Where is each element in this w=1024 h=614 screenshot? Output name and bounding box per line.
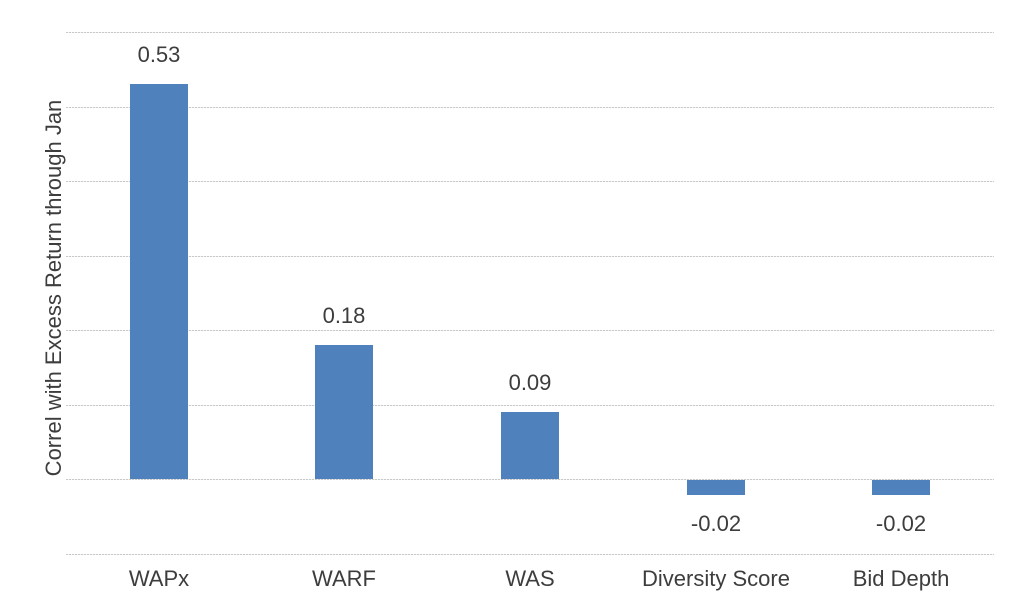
x-axis-label-diversity-score: Diversity Score [642,566,790,591]
gridline [66,181,994,182]
bar-warf [315,345,373,479]
gridline [66,32,994,33]
gridline [66,405,994,406]
x-axis-label-wapx: WAPx [128,566,190,591]
value-label: -0.02 [690,511,742,536]
value-label: 0.09 [508,370,552,395]
bar-wapx [130,84,188,479]
y-axis-title: Correl with Excess Return through Jan [41,99,66,477]
value-label: -0.02 [875,511,927,536]
gridline [66,256,994,257]
gridline [66,330,994,331]
gridline [66,554,994,555]
gridline [66,107,994,108]
value-label: 0.18 [322,303,366,328]
x-axis-label-bid-depth: Bid Depth [852,566,950,591]
gridline [66,479,994,480]
x-axis-label-warf: WARF [312,566,376,591]
value-label: 0.53 [137,42,181,67]
bar-diversity-score [687,480,745,495]
bar-was [501,412,559,479]
bar-bid-depth [872,480,930,495]
x-axis-label-was: WAS [505,566,555,591]
